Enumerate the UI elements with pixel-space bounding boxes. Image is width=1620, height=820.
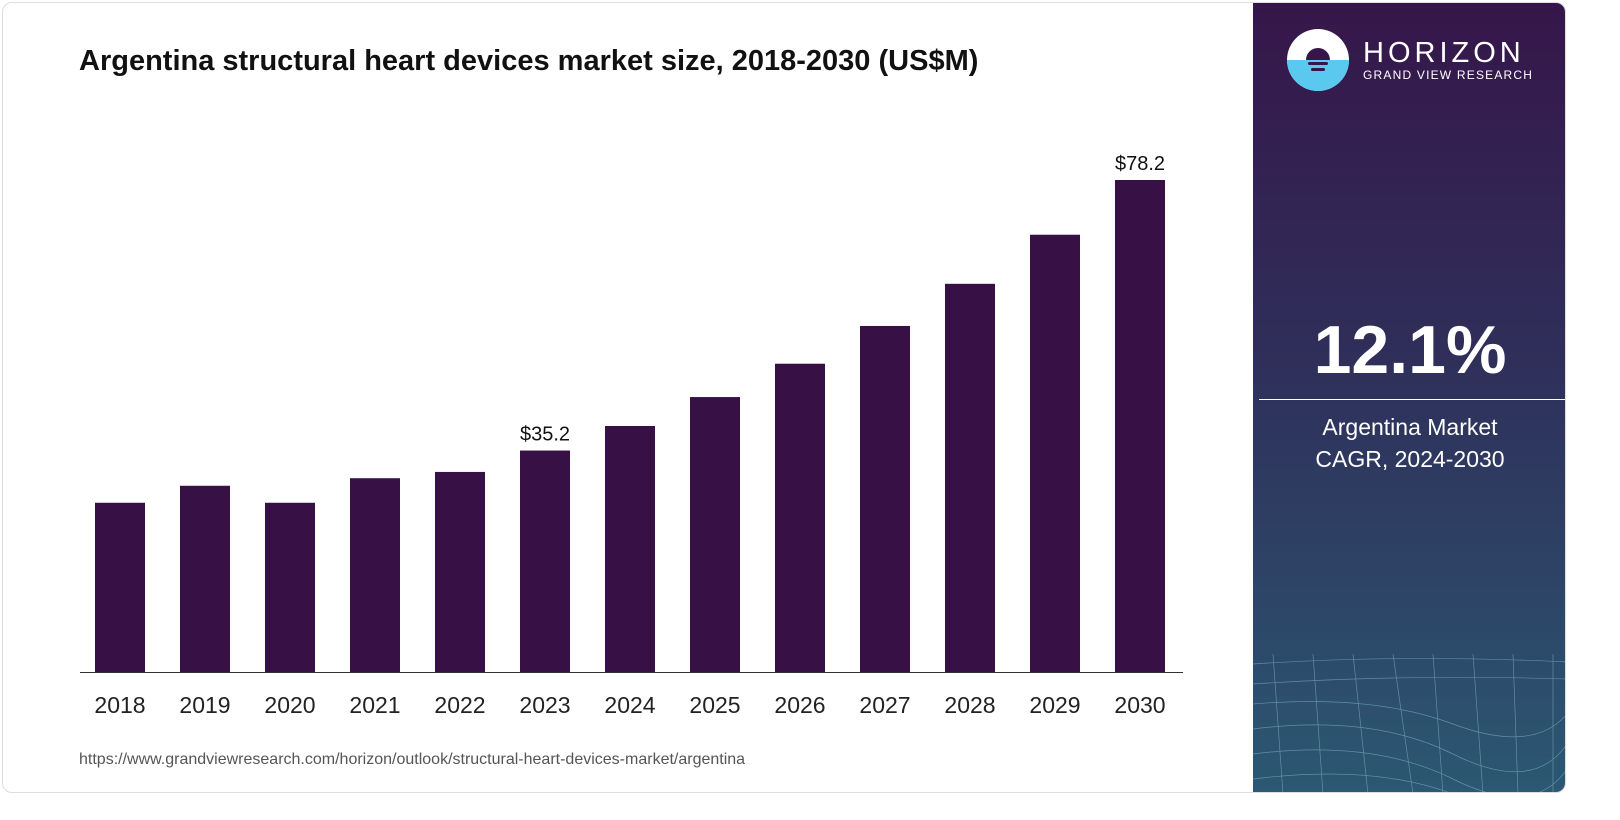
bar-2026[interactable] — [775, 363, 825, 672]
x-tick-label: 2025 — [689, 692, 740, 718]
source-url[interactable]: https://www.grandviewresearch.com/horizo… — [79, 751, 746, 768]
bar-2018[interactable] — [95, 502, 145, 672]
x-tick-label: 2021 — [349, 692, 400, 718]
x-tick-label: 2023 — [519, 692, 570, 718]
brand-sub: GRAND VIEW RESEARCH — [1363, 68, 1534, 82]
x-tick-label: 2027 — [859, 692, 910, 718]
data-label: $35.2 — [520, 424, 570, 446]
bar-2022[interactable] — [435, 471, 485, 672]
x-tick-label: 2028 — [944, 692, 995, 718]
logo: HORIZON GRAND VIEW RESEARCH — [1287, 29, 1533, 91]
x-tick-label: 2018 — [94, 692, 145, 718]
brand-name: HORIZON — [1363, 37, 1525, 69]
x-tick-label: 2020 — [264, 692, 315, 718]
cagr-label-1: Argentina Market — [1322, 414, 1498, 440]
x-tick-label: 2030 — [1114, 692, 1165, 718]
side-panel: HORIZON GRAND VIEW RESEARCH 12.1% Argenti… — [1253, 3, 1565, 792]
wave-pattern-decoration — [1253, 654, 1565, 792]
bar-2027[interactable] — [860, 325, 910, 672]
cagr-label-2: CAGR, 2024-2030 — [1315, 446, 1505, 472]
bar-2023[interactable] — [520, 450, 570, 672]
horizon-logo-icon — [1287, 29, 1349, 91]
x-tick-label: 2029 — [1029, 692, 1080, 718]
bar-2028[interactable] — [945, 283, 995, 672]
bar-2029[interactable] — [1030, 234, 1080, 672]
chart-card: Argentina structural heart devices marke… — [2, 2, 1566, 793]
x-tick-label: 2026 — [774, 692, 825, 718]
data-label: $78.2 — [1115, 153, 1165, 175]
divider — [1259, 399, 1565, 400]
x-tick-label: 2024 — [604, 692, 655, 718]
x-tick-label: 2019 — [179, 692, 230, 718]
bar-2019[interactable] — [180, 485, 230, 672]
bar-2030[interactable] — [1115, 180, 1165, 672]
cagr-value: 12.1% — [1313, 312, 1507, 388]
bar-2024[interactable] — [605, 426, 655, 672]
chart-title: Argentina structural heart devices marke… — [79, 45, 979, 77]
bar-chart: 2018 2019 2020 2021 2022 2023 $35.2 2024 2025 202… — [80, 153, 1183, 718]
bar-2020[interactable] — [265, 502, 315, 672]
x-tick-label: 2022 — [434, 692, 485, 718]
bar-2021[interactable] — [350, 478, 400, 672]
bar-2025[interactable] — [690, 397, 740, 672]
